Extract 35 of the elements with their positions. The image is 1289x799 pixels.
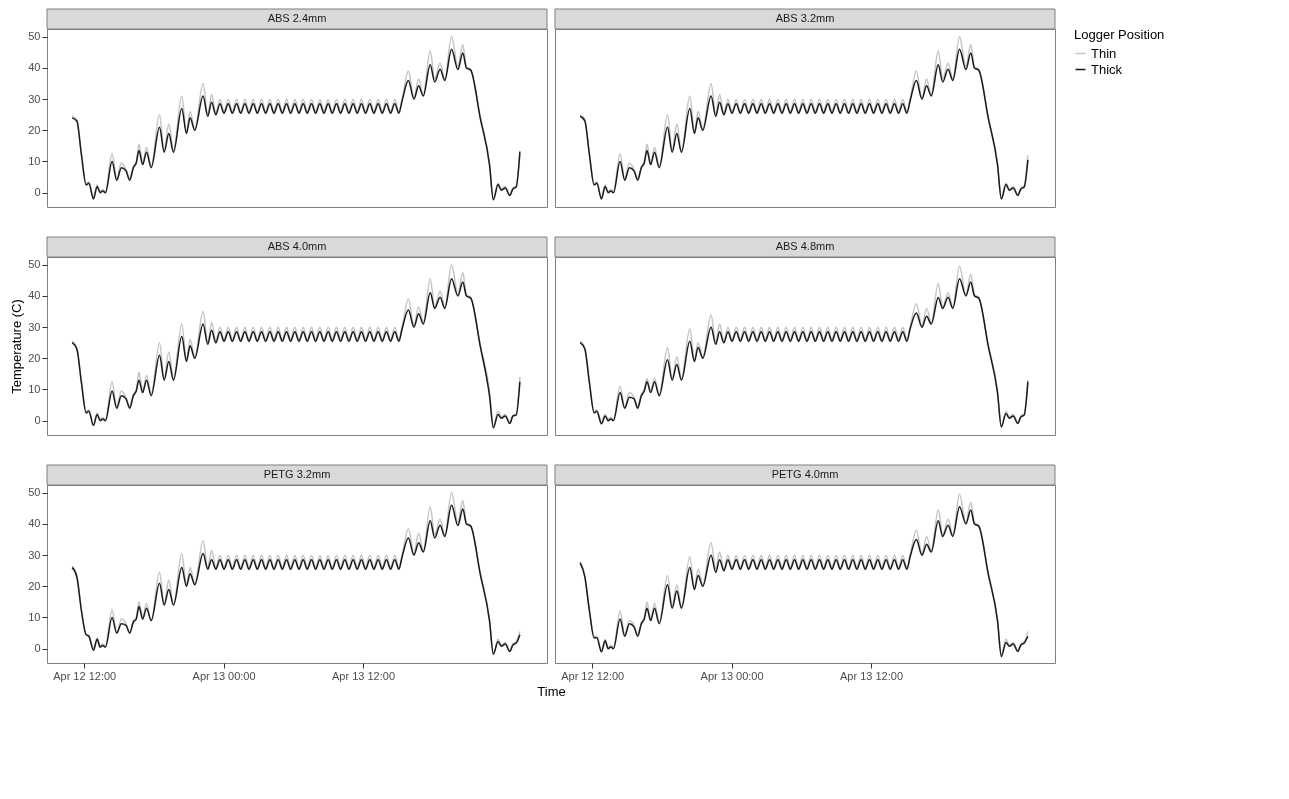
chart-title: ABS 4.0mm xyxy=(267,240,327,252)
x-tick-label: Apr 12 12:00 xyxy=(53,669,117,682)
y-tick-label: 0 xyxy=(34,414,41,427)
y-tick-label: 40 xyxy=(28,289,41,302)
y-tick-label: 50 xyxy=(28,258,41,271)
y-tick-label: 10 xyxy=(28,154,41,167)
chart-title: ABS 2.4mm xyxy=(267,12,327,24)
y-tick-label: 50 xyxy=(28,30,41,43)
x-tick-label: Apr 12 12:00 xyxy=(561,669,625,682)
y-tick-label: 50 xyxy=(28,486,41,499)
legend-label: Thick xyxy=(1091,61,1123,77)
y-tick-label: 30 xyxy=(28,548,41,561)
y-tick-label: 0 xyxy=(34,642,41,655)
chart-title: ABS 4.8mm xyxy=(775,240,835,252)
x-axis-title: Time xyxy=(537,683,566,699)
x-tick-label: Apr 13 00:00 xyxy=(192,669,256,682)
legend-label: Thin xyxy=(1091,45,1117,61)
y-tick-label: 20 xyxy=(28,351,41,364)
y-tick-label: 40 xyxy=(28,517,41,530)
x-tick-label: Apr 13 00:00 xyxy=(700,669,764,682)
y-tick-label: 10 xyxy=(28,382,41,395)
y-tick-label: 40 xyxy=(28,61,41,74)
y-axis-title: Temperature (C) xyxy=(9,299,25,394)
chart-title: ABS 3.2mm xyxy=(775,12,835,24)
y-tick-label: 0 xyxy=(34,186,41,199)
legend-title: Logger Position xyxy=(1074,27,1165,42)
x-tick-label: Apr 13 12:00 xyxy=(840,669,904,682)
x-tick-label: Apr 13 12:00 xyxy=(332,669,396,682)
chart-title: PETG 3.2mm xyxy=(263,468,331,480)
y-tick-label: 30 xyxy=(28,92,41,105)
y-tick-label: 20 xyxy=(28,579,41,592)
y-tick-label: 30 xyxy=(28,320,41,333)
chart-title: PETG 4.0mm xyxy=(771,468,839,480)
y-tick-label: 20 xyxy=(28,123,41,136)
y-tick-label: 10 xyxy=(28,610,41,623)
